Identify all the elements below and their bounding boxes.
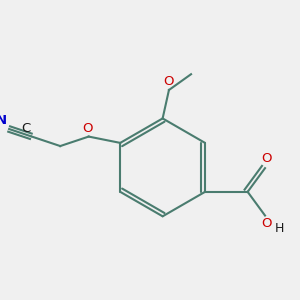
Text: O: O bbox=[261, 217, 272, 230]
Text: H: H bbox=[274, 222, 284, 235]
Text: O: O bbox=[82, 122, 92, 135]
Text: C: C bbox=[21, 122, 30, 135]
Text: O: O bbox=[261, 152, 272, 165]
Text: N: N bbox=[0, 114, 7, 127]
Text: O: O bbox=[164, 75, 174, 88]
